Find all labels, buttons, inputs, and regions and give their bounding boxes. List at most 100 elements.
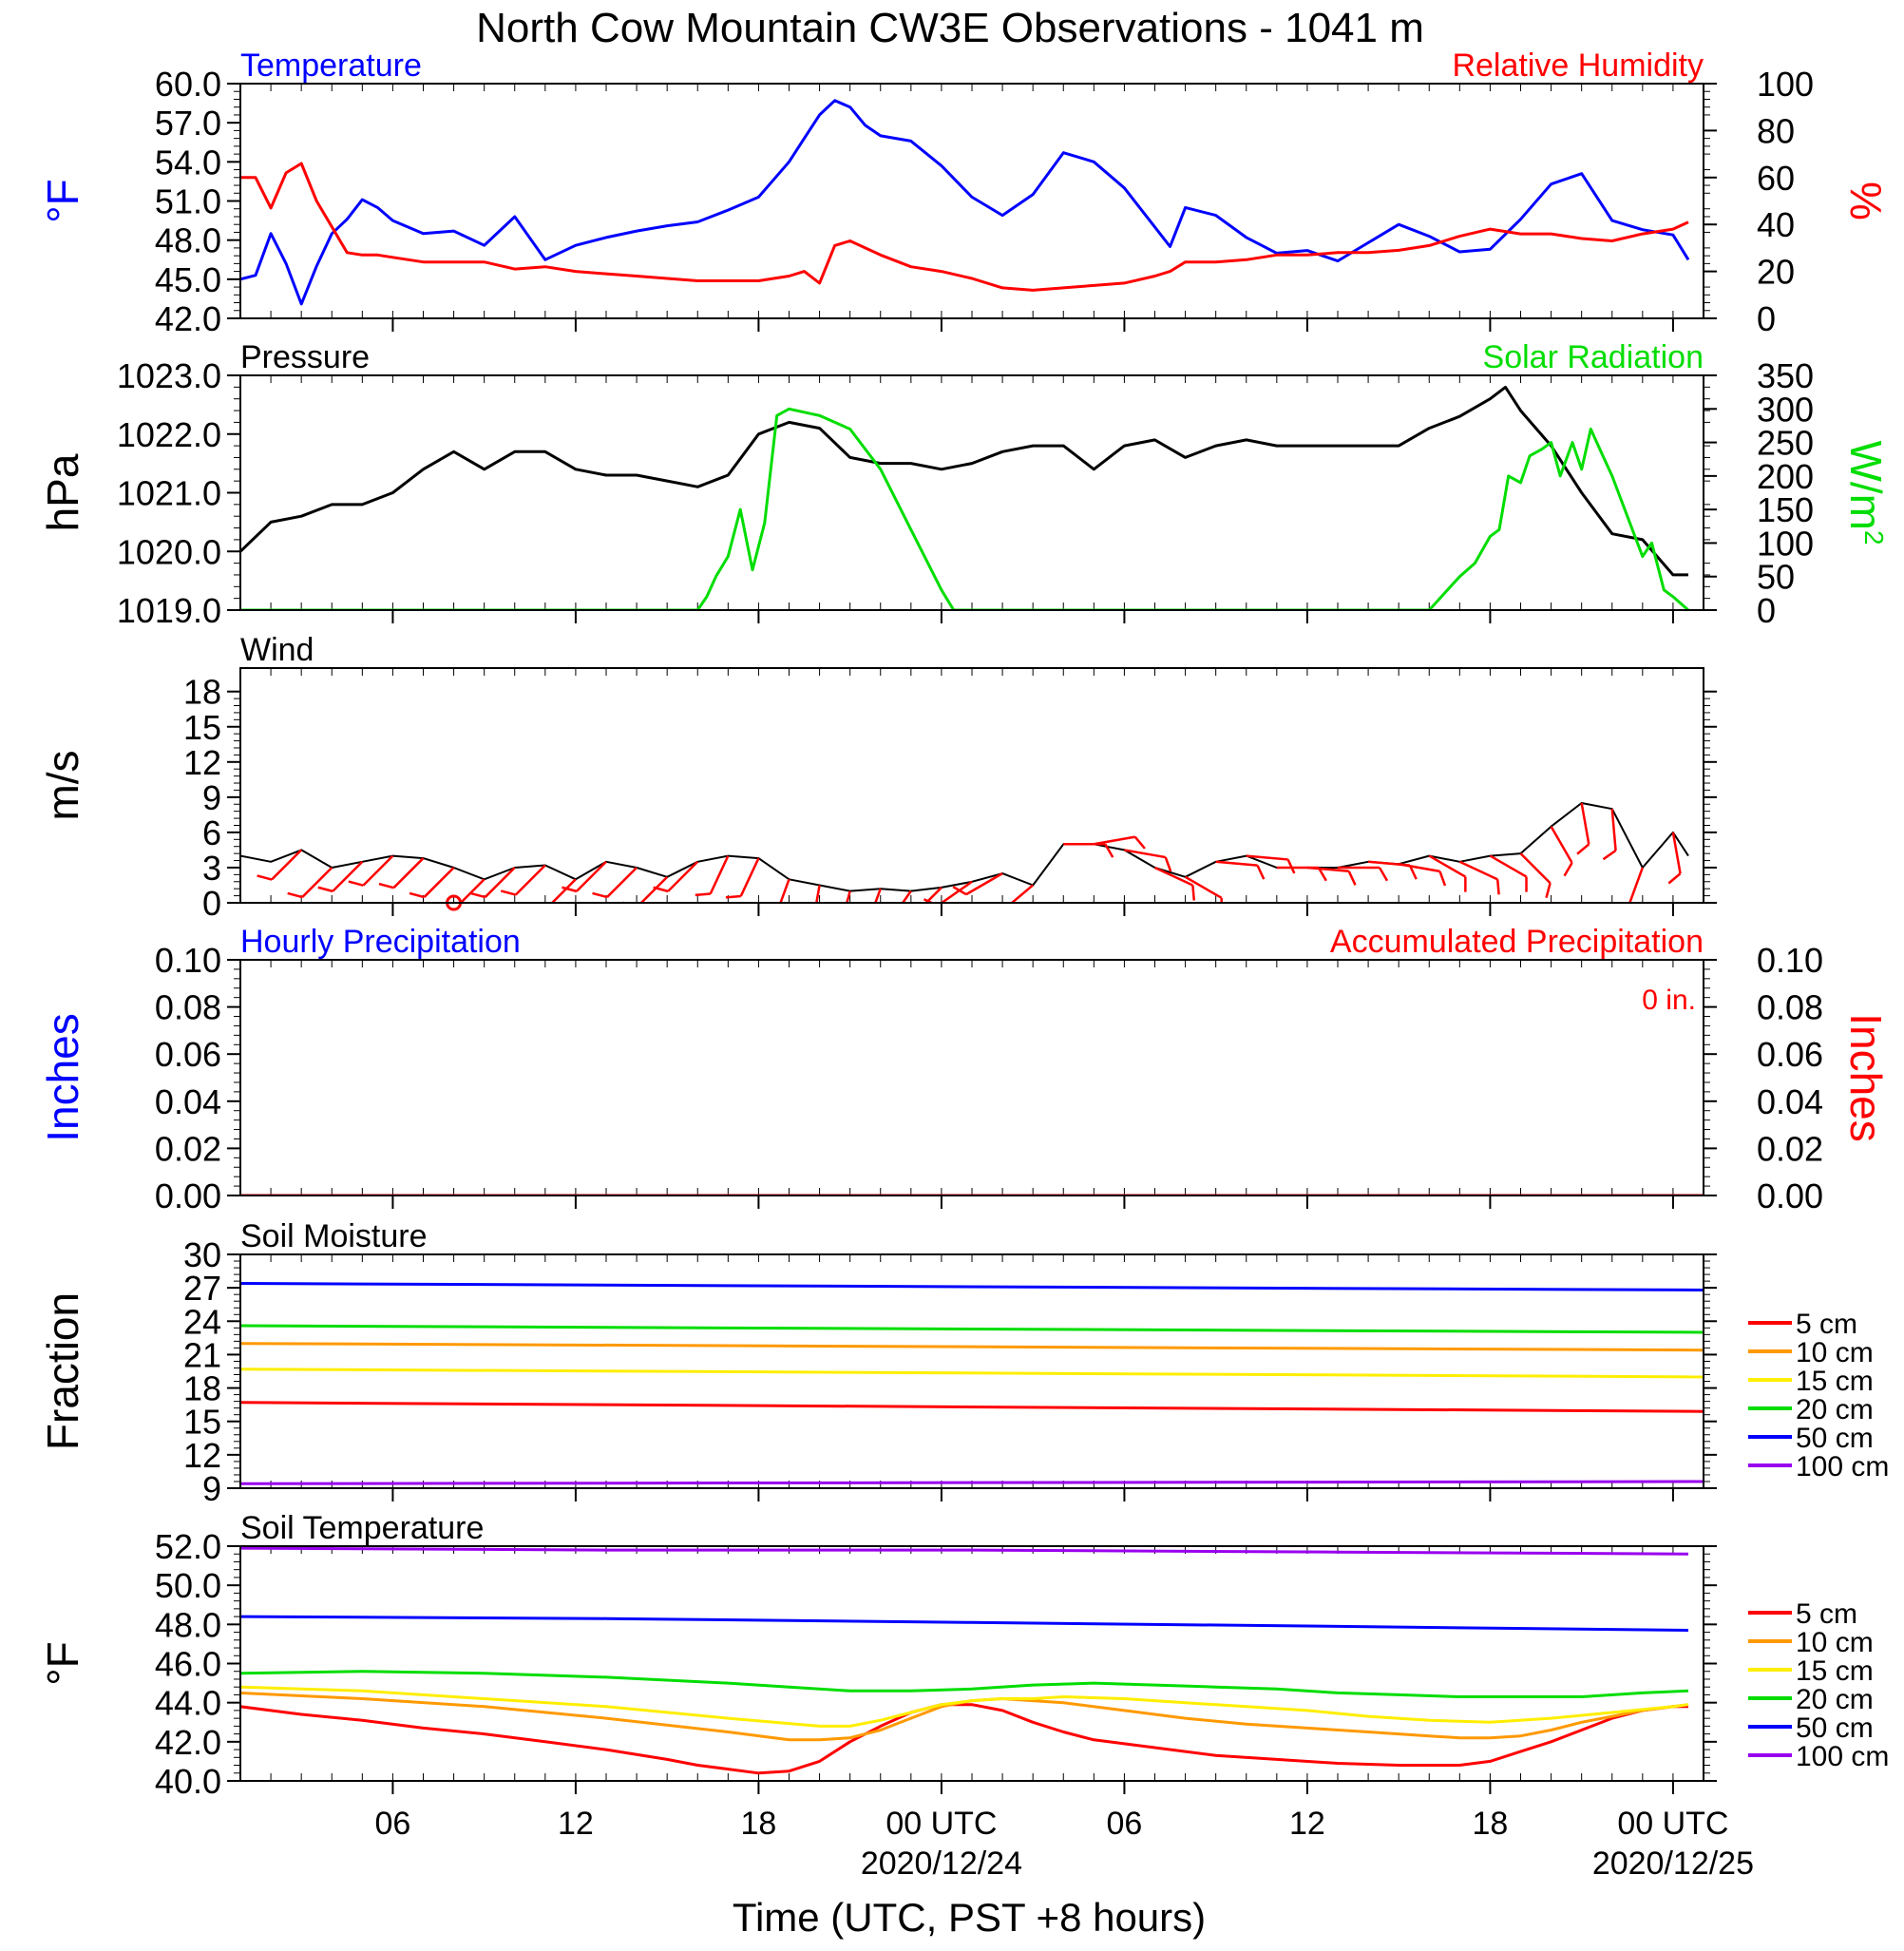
- y-right-tick-label: 100: [1757, 65, 1814, 104]
- wind-barb: [1153, 866, 1193, 887]
- wind-barb-flag: [952, 886, 967, 896]
- x-tick-label: 00 UTC: [885, 1806, 997, 1842]
- wind-barb-flag: [1191, 885, 1196, 901]
- wind-barb: [874, 888, 882, 903]
- wind-barb-flag: [1576, 843, 1590, 855]
- series-line-100-cm: [240, 1480, 1704, 1485]
- series-group: [240, 99, 1690, 306]
- y-right-tick-label: 300: [1757, 390, 1814, 429]
- panel-title-left: Hourly Precipitation: [240, 924, 521, 960]
- wind-barb: [392, 857, 425, 889]
- legend-label: 10 cm: [1796, 1627, 1874, 1658]
- y-axis-label-left: m/s: [38, 750, 87, 820]
- panel-2: 1019.01020.01021.01022.01023.00501001502…: [38, 339, 1891, 630]
- wind-barb: [576, 860, 607, 892]
- wind-barb: [815, 885, 821, 903]
- y-axis-label-right: %: [1841, 182, 1891, 220]
- y-tick-label: 54.0: [155, 143, 221, 182]
- wind-barb-flag: [1545, 882, 1552, 899]
- y-tick-label: 57.0: [155, 104, 221, 143]
- y-tick-label: 15: [183, 1403, 221, 1442]
- y-axis-label-left: hPa: [38, 453, 87, 531]
- series-group: [240, 1282, 1704, 1485]
- wind-barb: [739, 857, 760, 897]
- unit-superscript: 2: [1860, 530, 1890, 545]
- wind-barb: [1215, 860, 1258, 867]
- y-tick-label: 3: [202, 849, 221, 888]
- y-right-tick-label: 80: [1757, 111, 1795, 150]
- y-right-tick-label: 0.10: [1757, 941, 1823, 980]
- x-tick-label: 18: [741, 1806, 777, 1842]
- x-tick-label: 06: [1107, 1806, 1143, 1842]
- series-line-20-cm: [240, 1324, 1704, 1334]
- wind-barb: [901, 889, 912, 903]
- y-right-tick-label: 60: [1757, 159, 1795, 198]
- y-axis-label-right: W/m2: [1841, 440, 1891, 545]
- legend-label: 5 cm: [1796, 1598, 1857, 1630]
- wind-barb-flag: [1563, 862, 1573, 877]
- y-tick-label: 6: [202, 813, 221, 852]
- wind-barb: [484, 867, 516, 898]
- wind-barb-flag: [1667, 872, 1682, 885]
- y-right-tick-label: 20: [1757, 253, 1795, 292]
- y-tick-label: 12: [183, 743, 221, 782]
- wind-barb: [1094, 835, 1135, 846]
- wind-barb: [639, 875, 669, 903]
- x-axis-label: Time (UTC, PST +8 hours): [733, 1895, 1206, 1940]
- wind-barb: [1519, 852, 1552, 885]
- wind-barb-flag: [653, 886, 669, 893]
- y-tick-label: 60.0: [155, 65, 221, 104]
- y-axis-label-left: °F: [38, 1641, 87, 1686]
- legend-label: 20 cm: [1796, 1394, 1874, 1425]
- legend-label: 15 cm: [1796, 1655, 1874, 1687]
- y-tick-label: 27: [183, 1269, 221, 1308]
- panel-title-left: Soil Moisture: [240, 1218, 428, 1254]
- wind-barb: [667, 860, 699, 892]
- y-tick-label: 30: [183, 1235, 221, 1274]
- plot-frame: [239, 959, 1704, 1196]
- wind-barb: [332, 860, 364, 892]
- wind-barb: [1610, 809, 1617, 851]
- series-line-10-cm: [240, 1342, 1704, 1352]
- y-right-tick-label: 350: [1757, 356, 1814, 395]
- wind-barb: [965, 872, 1003, 896]
- wind-barb-flag: [725, 894, 741, 899]
- series-line-relative-humidity: [240, 162, 1689, 292]
- wind-barb-flag: [695, 892, 711, 897]
- x-tick-date-label: 2020/12/24: [861, 1846, 1022, 1882]
- y-tick-label: 42.0: [155, 299, 221, 338]
- y-right-tick-label: 100: [1757, 524, 1814, 563]
- y-tick-label: 48.0: [155, 221, 221, 260]
- legend-label: 100 cm: [1796, 1451, 1889, 1482]
- y-tick-label: 0.10: [155, 941, 221, 980]
- series-line-100-cm: [240, 1546, 1689, 1556]
- y-tick-label: 50.0: [155, 1566, 221, 1605]
- y-tick-label: 0: [202, 884, 221, 923]
- panel-6: 40.042.044.046.048.050.052.0 Soil Tempera…: [38, 1510, 1889, 1801]
- wind-barb: [1124, 849, 1166, 859]
- figure-title: North Cow Mountain CW3E Observations - 1…: [476, 5, 1424, 51]
- y-right-tick-label: 0.04: [1757, 1082, 1823, 1121]
- wind-barb: [459, 878, 486, 903]
- y-right-tick-label: 200: [1757, 457, 1814, 496]
- y-tick-label: 0.00: [155, 1176, 221, 1215]
- wind-barb: [423, 867, 455, 898]
- y-tick-label: 48.0: [155, 1605, 221, 1644]
- y-tick-label: 45.0: [155, 260, 221, 299]
- legend-label: 5 cm: [1796, 1309, 1857, 1340]
- y-right-tick-label: 0.06: [1757, 1035, 1823, 1074]
- wind-barb: [1398, 863, 1440, 873]
- panel-title-right: Solar Radiation: [1483, 339, 1704, 375]
- wind-barb: [1428, 854, 1466, 878]
- wind-barb: [1246, 854, 1288, 861]
- wind-barb: [940, 880, 973, 903]
- series-line-15-cm: [240, 1685, 1689, 1728]
- panel-title-left: Pressure: [240, 339, 370, 375]
- y-right-tick-label: 0.08: [1757, 988, 1823, 1027]
- wind-barb: [846, 890, 851, 903]
- wind-barb-flag: [562, 886, 578, 893]
- y-axis-label-right: Inches: [1841, 1013, 1891, 1142]
- wind-barb: [271, 849, 303, 881]
- y-tick-label: 0.04: [155, 1082, 221, 1121]
